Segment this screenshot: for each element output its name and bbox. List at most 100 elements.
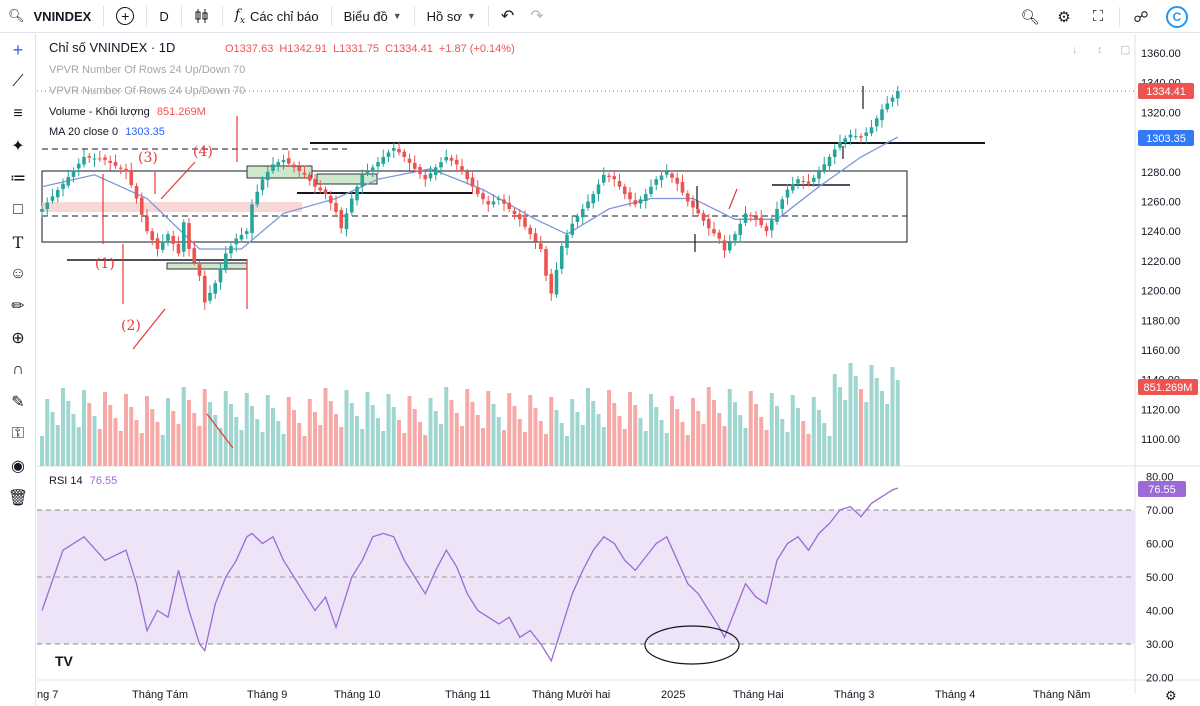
resistance-zone[interactable] xyxy=(42,202,302,212)
candle-body xyxy=(150,231,155,241)
candle-body xyxy=(239,234,244,240)
chart-canvas[interactable]: (1) (2) (3) (4) Chỉ số VNINDEX · 1D O133 xyxy=(37,34,1200,706)
rsi-axis: 80.00 70.00 60.00 50.00 40.00 30.00 20.00 xyxy=(1146,472,1174,685)
volume-bar xyxy=(150,409,155,466)
symbol-search[interactable]: 🔍︎ VNINDEX xyxy=(0,0,99,33)
volume-bar xyxy=(465,389,470,466)
trash-icon[interactable]: 🗑︎ xyxy=(7,490,29,507)
time-tick-label: ng 7 xyxy=(37,689,58,701)
volume-bar xyxy=(633,405,638,466)
volume-bar xyxy=(874,378,879,466)
candle-body xyxy=(118,167,123,169)
volume-bars xyxy=(40,363,900,466)
candle-body xyxy=(507,202,512,209)
share-icon: ☍ xyxy=(1133,8,1149,26)
candle-body xyxy=(575,216,580,222)
rsi-legend: RSI 14 76.55 xyxy=(49,475,117,487)
volume-bar xyxy=(166,398,170,466)
volume-bar xyxy=(386,394,391,466)
divider xyxy=(180,6,182,26)
trend-line-icon[interactable]: ⟋ xyxy=(12,73,24,90)
lock-icon[interactable]: ⚿ xyxy=(11,425,25,442)
redo-button[interactable]: ↷ xyxy=(522,0,551,33)
green-zone[interactable] xyxy=(246,165,313,179)
interval-label: D xyxy=(159,8,169,24)
price-tick-label: 1320.00 xyxy=(1141,107,1181,119)
candle-body xyxy=(895,91,900,99)
volume-bar xyxy=(853,376,858,466)
share-button[interactable]: ☍ xyxy=(1124,0,1158,33)
vpvr-label-2: VPVR Number Of Rows 24 Up/Down 70 xyxy=(49,85,245,97)
interval-button[interactable]: D xyxy=(151,0,176,33)
volume-bar xyxy=(250,406,254,466)
volume-bar xyxy=(790,395,795,466)
profile-menu-button[interactable]: Hồ sơ ▼ xyxy=(419,0,484,33)
ruler-icon[interactable]: ✏ xyxy=(11,298,25,315)
indicators-button[interactable]: fx Các chỉ báo xyxy=(227,0,327,33)
candle-body xyxy=(633,200,638,205)
zoom-icon[interactable]: ⊕ xyxy=(11,330,25,347)
candle-body xyxy=(780,199,785,209)
volume-bar xyxy=(355,416,359,466)
time-tick-label: Tháng 9 xyxy=(247,689,287,701)
candle-body xyxy=(827,156,832,167)
rectangle-icon[interactable]: □ xyxy=(13,201,23,218)
volume-bar xyxy=(691,398,695,466)
move-down-icon[interactable]: ↓ xyxy=(1072,44,1078,56)
maximize-icon[interactable]: ▢ xyxy=(1120,44,1130,56)
settings-button[interactable]: ⚙ xyxy=(1047,0,1081,33)
candle-body xyxy=(439,162,443,168)
candle-body xyxy=(864,132,869,136)
price-tick-label: 1240.00 xyxy=(1141,226,1181,238)
time-tick-label: Tháng Tám xyxy=(132,689,188,701)
volume-bar xyxy=(402,433,407,466)
volume-bar xyxy=(612,403,617,466)
volume-bar xyxy=(160,435,165,466)
volume-bar xyxy=(832,374,837,466)
fib-icon[interactable]: ≔ xyxy=(10,170,26,187)
candle-body xyxy=(386,152,391,157)
candle-body xyxy=(108,160,113,163)
candle-body xyxy=(344,213,349,230)
eye-icon[interactable]: ◉ xyxy=(11,458,25,475)
candle-body xyxy=(418,167,422,175)
candle-body xyxy=(775,208,779,222)
volume-bar xyxy=(229,404,233,466)
magnet-icon[interactable]: ∩ xyxy=(12,361,24,378)
emoji-icon[interactable]: ☺ xyxy=(9,265,27,282)
profile-menu-label: Hồ sơ xyxy=(426,8,462,24)
volume-bar xyxy=(87,403,92,466)
candle-body xyxy=(617,181,622,187)
collapse-icon[interactable]: ↕ xyxy=(1097,44,1103,56)
candle-body xyxy=(370,167,375,172)
candle-body xyxy=(759,217,764,226)
chart-type-button[interactable] xyxy=(186,0,218,33)
chart-menu-button[interactable]: Biểu đồ ▼ xyxy=(336,0,410,33)
horizontal-lines-icon[interactable]: ≡ xyxy=(13,105,23,122)
candle-body xyxy=(334,202,338,212)
add-symbol-button[interactable]: + xyxy=(108,0,142,33)
crosshair-icon[interactable]: + xyxy=(12,39,24,60)
volume-bar xyxy=(55,425,60,466)
time-axis: ng 7 Tháng Tám Tháng 9 Tháng 10 Tháng 11 Thán… xyxy=(37,689,1090,701)
undo-button[interactable]: ↶ xyxy=(493,0,522,33)
fullscreen-button[interactable]: ⛶ xyxy=(1081,0,1115,33)
redo-icon: ↷ xyxy=(530,8,544,25)
candle-body xyxy=(848,134,853,138)
volume-bar xyxy=(50,412,55,466)
green-zone-2[interactable] xyxy=(166,262,248,270)
text-icon[interactable]: T xyxy=(12,232,24,252)
tradingview-logo[interactable]: C xyxy=(1166,5,1188,28)
volume-bar xyxy=(365,392,370,466)
volume-badge: 851.269M xyxy=(1138,379,1198,395)
candle-body xyxy=(880,109,884,121)
candle-body xyxy=(160,241,165,250)
volume-bar xyxy=(706,387,711,466)
lock-drawing-icon[interactable]: ✎ xyxy=(11,394,25,411)
snapshot-button[interactable]: 🔍︎ xyxy=(1013,0,1047,33)
candle-body xyxy=(754,216,758,220)
pattern-icon[interactable]: ✦ xyxy=(11,138,25,155)
time-tick-label: 2025 xyxy=(661,689,685,701)
axis-settings-icon[interactable]: ⚙ xyxy=(1165,688,1177,703)
candle-body xyxy=(565,234,569,248)
